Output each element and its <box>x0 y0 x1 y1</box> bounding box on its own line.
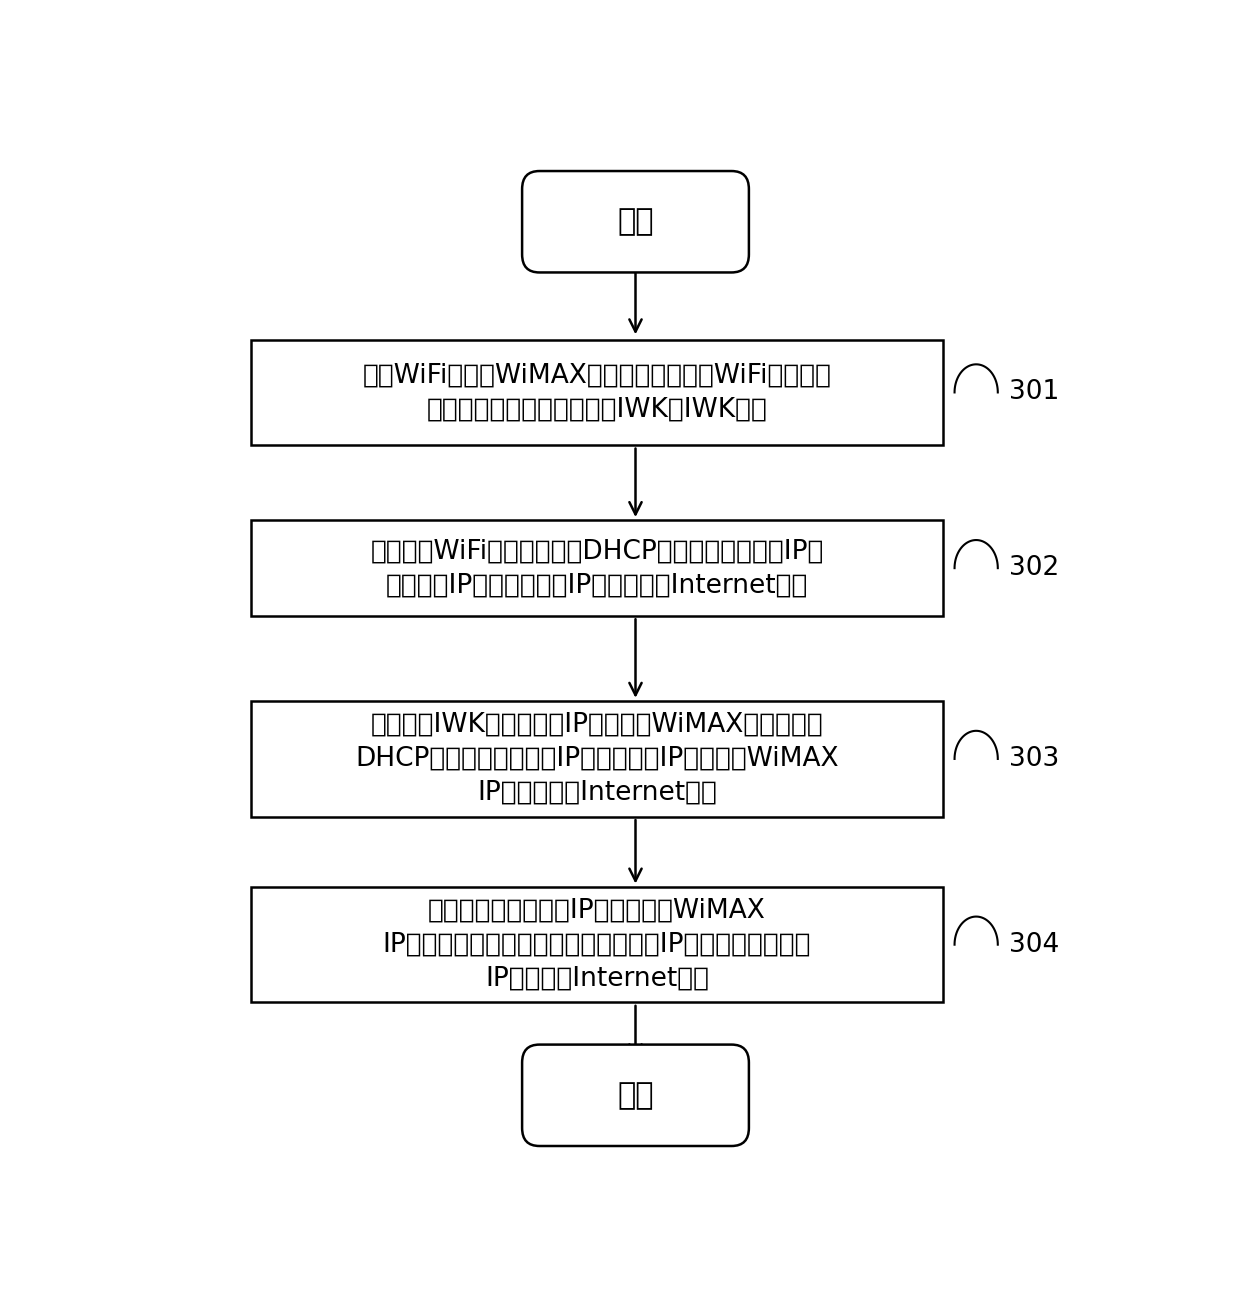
Bar <box>250 520 942 615</box>
Bar <box>250 887 942 1003</box>
Text: 304: 304 <box>1009 931 1059 957</box>
Text: 结束: 结束 <box>618 1081 653 1110</box>
Text: 支持WiFi接入和WiMAX接入的双模终端在WiFi接入网下
进行初始接入鉴权，并获取IWK的IWK地址: 支持WiFi接入和WiMAX接入的双模终端在WiFi接入网下 进行初始接入鉴权，… <box>362 363 832 422</box>
Text: 303: 303 <box>1009 746 1059 772</box>
Bar <box>250 340 942 445</box>
FancyBboxPatch shape <box>522 1045 749 1146</box>
Bar <box>250 702 942 816</box>
FancyBboxPatch shape <box>522 171 749 273</box>
Text: 终端接收用户对直接IP连接模式或WiMAX
IP连接模式的选择，并根据与所选择的IP连接模式相对应的
IP地址完成Internet接入: 终端接收用户对直接IP连接模式或WiMAX IP连接模式的选择，并根据与所选择的… <box>383 897 811 991</box>
Text: 开始: 开始 <box>618 207 653 236</box>
Text: 终端根据IWK地址与本地IP地址获取WiMAX网络的第二
DHCP服务器分配的远端IP地址，远端IP地址用于WiMAX
IP连接模式的Internet接入: 终端根据IWK地址与本地IP地址获取WiMAX网络的第二 DHCP服务器分配的远… <box>355 712 839 806</box>
Text: 终端获取WiFi接入网的第一DHCP服务器分配的本地IP地
址，本地IP地址用于直接IP连接模式的Internet接入: 终端获取WiFi接入网的第一DHCP服务器分配的本地IP地 址，本地IP地址用于… <box>371 539 823 599</box>
Text: 302: 302 <box>1009 556 1059 582</box>
Text: 301: 301 <box>1009 379 1059 406</box>
